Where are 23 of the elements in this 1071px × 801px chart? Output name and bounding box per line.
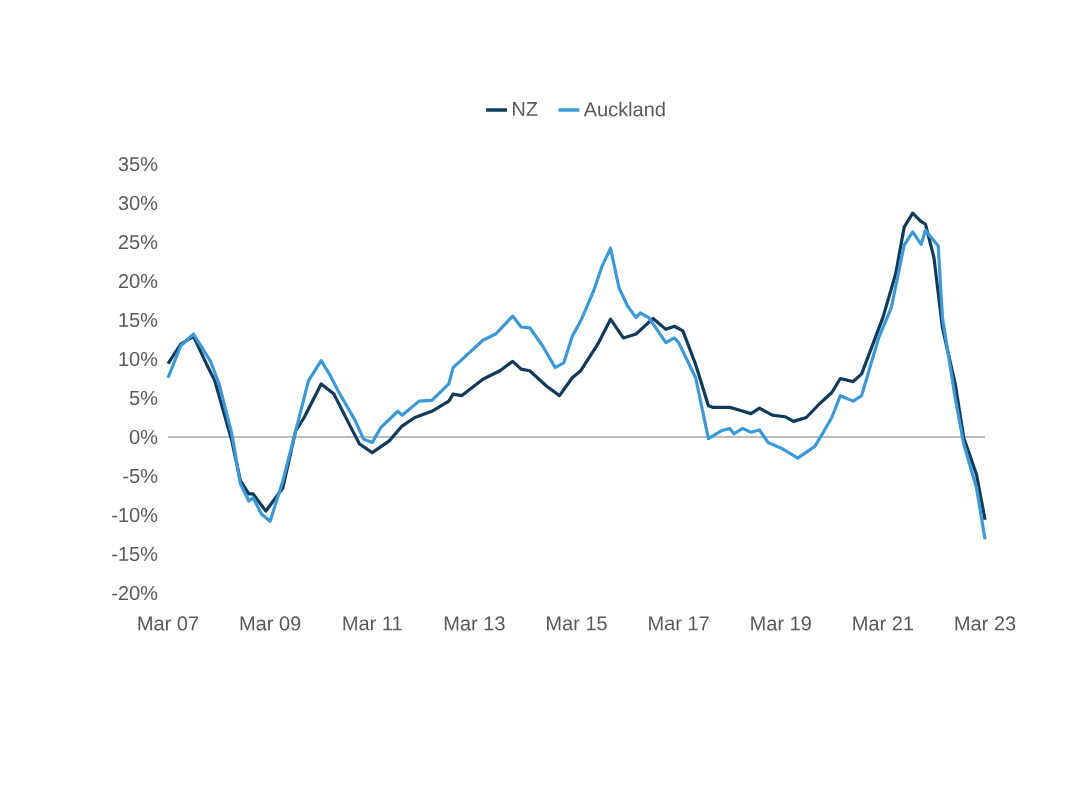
y-tick-label: 0% — [129, 429, 158, 445]
legend-label: NZ — [513, 102, 538, 116]
y-tick-label: -15% — [112, 546, 158, 562]
y-tick-label: -10% — [112, 507, 158, 523]
y-tick-label: 35% — [118, 156, 158, 172]
y-tick-label: 10% — [119, 351, 158, 367]
y-tick-label: -5% — [123, 468, 158, 484]
y-tick-label: 30% — [118, 195, 158, 211]
legend-label: Auckland — [583, 101, 665, 117]
x-tick-label: Mar 11 — [343, 616, 402, 631]
y-tick-label: 15% — [119, 312, 158, 328]
x-tick-label: Mar 19 — [751, 616, 811, 631]
y-tick-label: 20% — [118, 273, 158, 289]
x-tick-label: Mar 15 — [547, 616, 607, 631]
y-tick-label: 25% — [118, 234, 158, 250]
x-tick-label: Mar 23 — [955, 616, 1016, 631]
x-tick-label: Mar 09 — [240, 616, 301, 631]
y-tick-label: -20% — [112, 585, 158, 601]
x-tick-label: Mar 13 — [444, 616, 505, 631]
x-tick-label: Mar 07 — [138, 616, 199, 631]
x-tick-label: Mar 17 — [649, 616, 709, 631]
y-tick-label: 5% — [129, 390, 158, 406]
x-tick-label: Mar 21 — [853, 616, 913, 631]
